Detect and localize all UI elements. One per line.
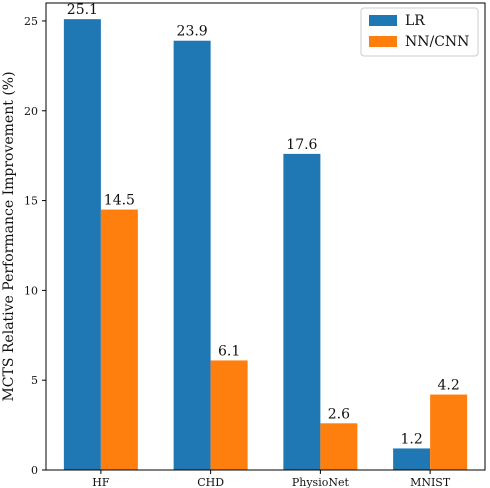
y-tick-label: 5	[31, 374, 38, 387]
bar-nn-cnn-hf	[100, 209, 138, 471]
y-tick-label: 25	[24, 15, 38, 28]
bar-lr-hf	[63, 19, 101, 471]
legend: LR NN/CNN	[360, 7, 479, 57]
y-tick-label: 10	[24, 284, 38, 297]
plot-area: 25.1 14.5 HF 23.9 6.1 CHD 17.6 2.6 PhysioNet 1.2 4…	[24, 2, 486, 488]
axes-frame	[45, 2, 486, 471]
legend-label: LR	[405, 13, 425, 29]
bar-lr-mnist	[393, 448, 431, 470]
bar-lr-physionet	[283, 153, 321, 470]
x-tick-label: HF	[92, 476, 110, 488]
x-tick-label: CHD	[197, 476, 224, 488]
legend-label: NN/CNN	[405, 34, 469, 50]
legend-swatch	[369, 15, 397, 26]
bar-nn-cnn-chd	[210, 360, 248, 470]
bar-nn-cnn-mnist	[430, 394, 468, 470]
data-label: 23.9	[177, 24, 208, 40]
y-tick-label: 15	[24, 195, 38, 208]
data-label: 6.1	[218, 343, 240, 359]
bar-nn-cnn-physionet	[320, 423, 358, 470]
y-tick-label: 20	[24, 105, 38, 118]
data-label: 2.6	[328, 406, 350, 422]
data-label: 14.5	[104, 193, 135, 209]
legend-swatch	[369, 36, 397, 47]
data-label: 1.2	[400, 431, 422, 447]
x-tick-label: PhysioNet	[292, 476, 350, 488]
bar-lr-chd	[173, 40, 211, 470]
y-axis-title: MCTS Relative Performance Improvement (%…	[1, 71, 17, 401]
data-label: 4.2	[437, 378, 459, 394]
data-label: 17.6	[286, 137, 317, 153]
data-label: 25.1	[67, 2, 98, 18]
x-tick-label: MNIST	[410, 476, 451, 488]
y-tick-label: 0	[31, 464, 38, 477]
